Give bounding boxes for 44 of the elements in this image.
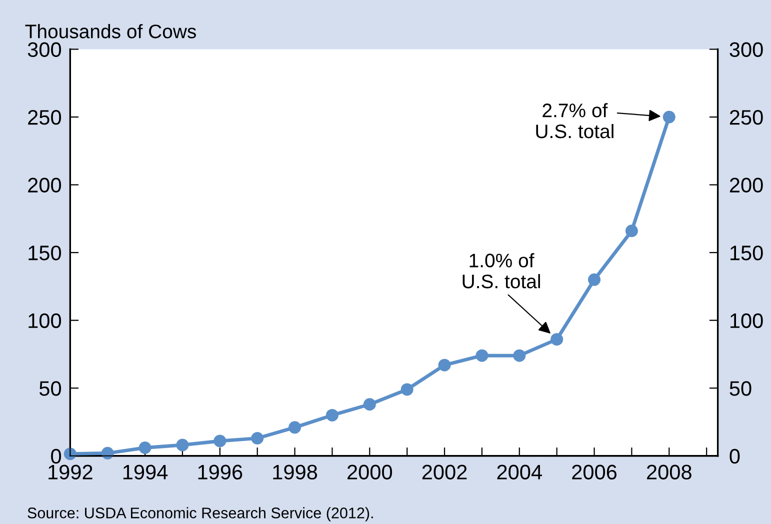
x-tick-label: 1994 xyxy=(123,464,168,480)
point xyxy=(101,446,114,460)
point xyxy=(662,110,676,124)
y2-tick-label: 300 xyxy=(730,42,763,58)
y-tick-label: 300 xyxy=(28,42,62,58)
y-tick-label: 150 xyxy=(28,246,62,260)
x-tick-label: 2000 xyxy=(348,464,392,480)
point xyxy=(326,408,338,422)
y2-tick-label: 50 xyxy=(730,381,752,396)
x-tick-label: 2008 xyxy=(647,464,692,480)
point xyxy=(513,349,526,362)
y-axis-title: Thousands of Cows xyxy=(25,24,196,38)
y2-tick-label: 0 xyxy=(730,448,740,464)
point xyxy=(138,441,152,454)
y-tick-label: 200 xyxy=(28,178,62,193)
point xyxy=(176,438,189,452)
annotation: 1.0% of U.S. total xyxy=(462,253,540,288)
point xyxy=(251,432,264,445)
y2-tick-label: 150 xyxy=(730,246,763,260)
x-tick-label: 1998 xyxy=(273,464,318,480)
x-tick-label: 1996 xyxy=(198,464,242,480)
y-tick-label: 250 xyxy=(28,110,62,125)
y2-tick-label: 200 xyxy=(730,178,763,193)
point xyxy=(288,421,302,434)
x-tick-label: 2002 xyxy=(422,464,467,480)
source-note: Source: USDA Economic Research Service (2012). xyxy=(28,507,373,522)
point xyxy=(64,448,76,460)
y2-tick-label: 250 xyxy=(730,110,763,125)
point xyxy=(476,349,488,362)
y2-tick-label: 100 xyxy=(730,313,763,328)
y-tick-label: 0 xyxy=(51,448,62,464)
point xyxy=(588,273,601,286)
annotation: 2.7% of U.S. total xyxy=(536,103,614,138)
point xyxy=(214,434,226,448)
y-tick-label: 50 xyxy=(39,381,62,396)
y-tick-label: 100 xyxy=(28,313,62,328)
point xyxy=(625,224,638,238)
x-tick-label: 1992 xyxy=(48,464,92,480)
point xyxy=(363,398,376,411)
point xyxy=(550,333,564,346)
x-tick-label: 2004 xyxy=(497,464,542,480)
point xyxy=(438,358,451,372)
x-tick-label: 2006 xyxy=(572,464,617,480)
point xyxy=(400,383,414,396)
